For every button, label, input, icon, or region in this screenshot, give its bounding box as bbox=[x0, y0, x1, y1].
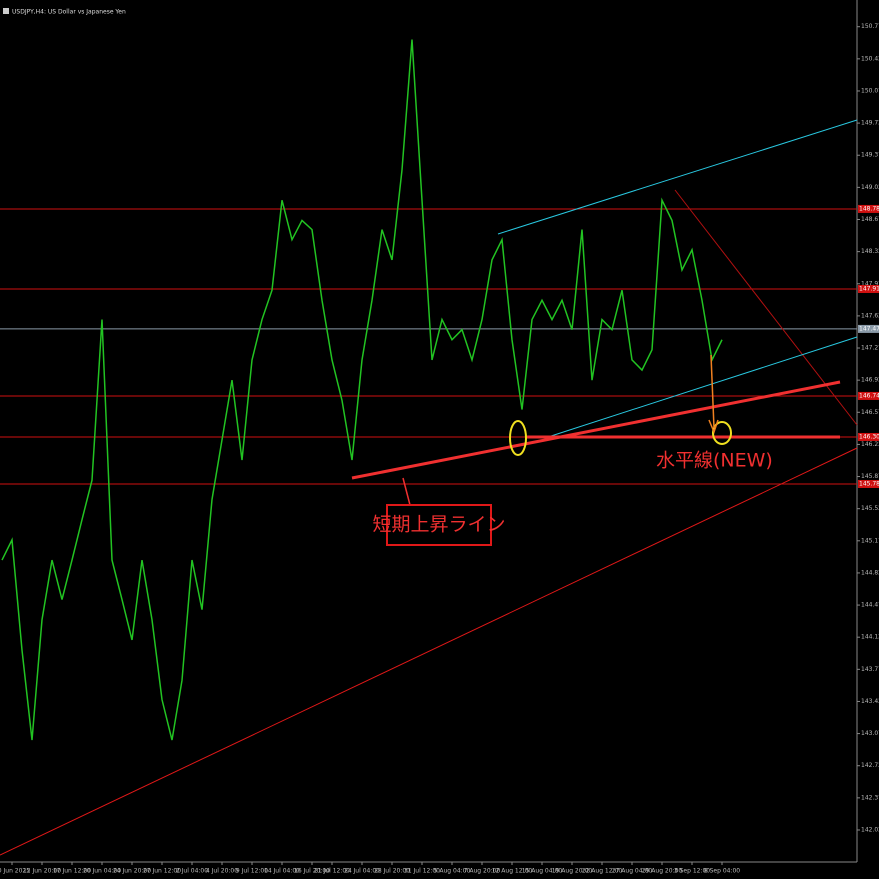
annotation: 短期上昇ライン bbox=[372, 514, 505, 536]
y-tick-label: 144.820 bbox=[861, 569, 879, 576]
y-tick-label: 150.070 bbox=[861, 87, 879, 94]
y-tick-label: 143.420 bbox=[861, 698, 879, 705]
chart-title: USDJPY,H4: US Dollar vs Japanese Yen bbox=[12, 9, 126, 16]
y-tick-label: 146.220 bbox=[861, 441, 879, 448]
x-tick-label: 20 Jun 04:00 bbox=[83, 868, 121, 875]
x-tick-label: 10 Jun 2025 bbox=[0, 868, 30, 875]
highlight-circle bbox=[712, 421, 732, 445]
highlight-circle bbox=[509, 420, 527, 456]
x-tick-label: 14 Jul 04:00 bbox=[264, 868, 300, 875]
y-tick-label: 149.720 bbox=[861, 120, 879, 127]
price-label: 145.789 bbox=[859, 480, 879, 487]
y-tick-label: 147.620 bbox=[861, 312, 879, 319]
x-tick-label: 27 Aug 04:00 bbox=[612, 868, 653, 875]
x-tick-label: 3 Sep 12:00 bbox=[674, 868, 710, 875]
channel-lower bbox=[547, 336, 858, 438]
y-tick-label: 147.970 bbox=[861, 280, 879, 287]
y-tick-label: 150.420 bbox=[861, 55, 879, 62]
x-tick-label: 9 Jul 12:00 bbox=[236, 868, 268, 875]
symbol-icon bbox=[3, 8, 9, 14]
y-tick-label: 149.370 bbox=[861, 152, 879, 159]
price-label-bg bbox=[858, 324, 879, 333]
callout-connector bbox=[402, 477, 411, 506]
x-tick-label: 8 Sep 04:00 bbox=[704, 868, 740, 875]
y-tick-label: 144.120 bbox=[861, 634, 879, 641]
y-tick-label: 145.170 bbox=[861, 537, 879, 544]
channel-upper bbox=[497, 119, 858, 235]
y-tick-label: 143.770 bbox=[861, 666, 879, 673]
x-tick-label: 12 Aug 12:00 bbox=[492, 868, 533, 875]
x-tick-label: 15 Aug 04:00 bbox=[522, 868, 563, 875]
x-tick-label: 12 Jun 20:00 bbox=[23, 868, 61, 875]
y-tick-label: 146.920 bbox=[861, 377, 879, 384]
price-label-bg bbox=[858, 479, 879, 488]
x-tick-label: 5 Aug 04:00 bbox=[434, 868, 471, 875]
y-tick-label: 150.770 bbox=[861, 23, 879, 30]
price-label: 146.301 bbox=[859, 433, 879, 440]
y-tick-label: 146.570 bbox=[861, 409, 879, 416]
price-line bbox=[1, 39, 723, 741]
y-tick-label: 142.370 bbox=[861, 794, 879, 801]
x-tick-label: 27 Jun 12:00 bbox=[143, 868, 181, 875]
x-tick-label: 29 Aug 20:00 bbox=[642, 868, 683, 875]
arrow-head bbox=[708, 419, 719, 435]
hline-layer bbox=[0, 208, 857, 485]
x-tick-label: 17 Jun 12:00 bbox=[53, 868, 91, 875]
x-tick-label: 19 Aug 20:00 bbox=[552, 868, 593, 875]
price-label-bg bbox=[858, 432, 879, 441]
x-tick-label: 24 Jul 04:00 bbox=[344, 868, 380, 875]
x-tick-label: 31 Jul 12:00 bbox=[404, 868, 440, 875]
x-tick-label: 7 Aug 20:00 bbox=[464, 868, 501, 875]
price-label-bg bbox=[858, 204, 879, 213]
y-tick-label: 143.070 bbox=[861, 730, 879, 737]
short-uptrend-line bbox=[351, 380, 841, 480]
y-tick-label: 149.020 bbox=[861, 184, 879, 191]
y-tick-label: 148.320 bbox=[861, 248, 879, 255]
x-tick-label: 28 Jul 20:00 bbox=[374, 868, 410, 875]
x-tick-label: 16 Jul 20:00 bbox=[294, 868, 330, 875]
y-tick-label: 145.870 bbox=[861, 473, 879, 480]
price-label-bg bbox=[858, 284, 879, 293]
price-layer bbox=[1, 39, 723, 741]
long-trendline bbox=[0, 447, 858, 856]
y-tick-label: 142.020 bbox=[861, 826, 879, 833]
x-tick-label: 21 Jul 12:00 bbox=[314, 868, 350, 875]
arrow-shaft bbox=[710, 354, 715, 429]
annotation: 水平線(NEW) bbox=[656, 450, 773, 472]
x-tick-label: 24 Jun 20:00 bbox=[113, 868, 151, 875]
price-label: 147.478 bbox=[859, 325, 879, 332]
price-label-bg bbox=[858, 391, 879, 400]
y-tick-label: 144.470 bbox=[861, 602, 879, 609]
x-tick-label: 2 Jul 04:00 bbox=[176, 868, 208, 875]
price-label: 148.785 bbox=[859, 205, 879, 212]
y-tick-label: 145.520 bbox=[861, 505, 879, 512]
y-tick-label: 148.670 bbox=[861, 216, 879, 223]
y-tick-label: 147.270 bbox=[861, 345, 879, 352]
price-label: 146.748 bbox=[859, 392, 879, 399]
x-tick-label: 22 Aug 12:00 bbox=[582, 868, 623, 875]
y-tick-label: 142.720 bbox=[861, 762, 879, 769]
x-tick-label: 4 Jul 20:00 bbox=[206, 868, 238, 875]
callout-box bbox=[386, 504, 492, 546]
price-label: 147.913 bbox=[859, 285, 879, 292]
